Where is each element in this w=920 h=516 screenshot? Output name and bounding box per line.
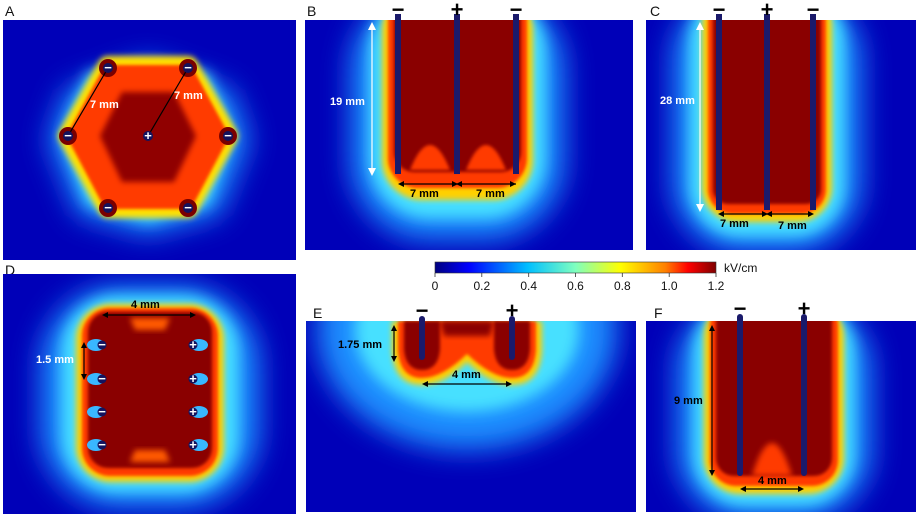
a-minus-sign: − <box>224 128 232 143</box>
d-minus-sign: − <box>98 437 106 452</box>
d-electrodes: − − − − + + + + <box>87 337 208 452</box>
c-electrode-left <box>716 14 722 210</box>
e-depth-label: 1.75 mm <box>338 339 382 351</box>
colorbar-tick: 0.6 <box>567 279 584 293</box>
panel-b-label: B <box>307 3 316 19</box>
e-electrode-negative <box>419 316 425 360</box>
panel-c: C − + − 28 mm 7 mm 7 mm <box>646 0 916 250</box>
colorbar-tick: 0.8 <box>614 279 631 293</box>
e-plus-sign: + <box>506 298 519 323</box>
a-electrodes: − − − − − − + <box>63 60 233 215</box>
d-minus-sign: − <box>98 371 106 386</box>
f-minus-sign: − <box>734 296 747 321</box>
f-depth-arrow <box>709 325 715 476</box>
b-spacing-label-left: 7 mm <box>410 188 439 200</box>
c-spacing-arrow <box>718 211 814 217</box>
a-plus-sign: + <box>144 128 152 143</box>
b-minus-sign: − <box>510 0 523 22</box>
a-spacing-line-left <box>67 67 109 137</box>
c-electrode-center <box>764 14 770 210</box>
colorbar-tick: 1.2 <box>708 279 725 293</box>
panel-f: F − + 9 mm 4 mm <box>646 296 916 512</box>
c-spacing-label-left: 7 mm <box>720 218 749 230</box>
a-spacing-label-right: 7 mm <box>174 90 203 102</box>
panel-c-label: C <box>650 3 660 19</box>
colorbar-tick: 1.0 <box>661 279 678 293</box>
d-plus-sign: + <box>189 404 197 419</box>
c-depth-label: 28 mm <box>660 95 695 107</box>
panel-b-field-map <box>305 20 633 250</box>
f-plus-sign: + <box>798 296 811 321</box>
b-depth-label: 19 mm <box>330 96 365 108</box>
d-pitch-arrow <box>81 342 87 380</box>
a-spacing-line-right <box>147 67 189 137</box>
c-minus-sign: − <box>807 0 820 22</box>
panel-e-field-map <box>306 321 636 512</box>
panel-f-label: F <box>654 305 663 321</box>
panel-e: E − + 1.75 mm 4 mm <box>306 298 636 512</box>
e-spacing-arrow <box>422 381 512 387</box>
d-minus-sign: − <box>98 404 106 419</box>
d-width-label: 4 mm <box>131 299 160 311</box>
e-spacing-label: 4 mm <box>452 369 481 381</box>
colorbar-gradient <box>434 261 717 274</box>
panel-a: A 7 mm 7 mm − − <box>3 3 296 260</box>
colorbar-unit: kV/cm <box>724 261 757 275</box>
colorbar: 0 0.2 0.4 0.6 0.8 1.0 1.2 kV/cm <box>432 261 758 293</box>
f-electrode-positive <box>801 314 807 476</box>
e-depth-arrow <box>391 325 397 362</box>
a-minus-sign: − <box>64 128 72 143</box>
f-depth-label: 9 mm <box>674 395 703 407</box>
b-minus-sign: − <box>392 0 405 22</box>
a-minus-sign: − <box>184 60 192 75</box>
c-plus-sign: + <box>761 0 774 22</box>
a-spacing-label-left: 7 mm <box>90 99 119 111</box>
e-electrode-positive <box>509 316 515 360</box>
f-spacing-label: 4 mm <box>758 475 787 487</box>
c-minus-sign: − <box>713 0 726 22</box>
b-depth-arrow <box>368 22 376 176</box>
b-electrode-right <box>513 14 519 174</box>
d-minus-sign: − <box>98 337 106 352</box>
a-minus-sign: − <box>104 200 112 215</box>
panel-d-label: D <box>5 262 15 278</box>
panel-d: D − − <box>3 262 296 514</box>
b-electrode-center <box>454 14 460 174</box>
colorbar-tick: 0 <box>432 279 439 293</box>
panel-e-label: E <box>313 305 322 321</box>
b-spacing-arrow <box>398 181 516 187</box>
a-minus-sign: − <box>104 60 112 75</box>
c-electrode-right <box>810 14 816 210</box>
b-spacing-label-right: 7 mm <box>476 188 505 200</box>
c-depth-arrow <box>696 22 704 212</box>
e-minus-sign: − <box>416 298 429 323</box>
colorbar-tick: 0.2 <box>473 279 490 293</box>
b-electrode-left <box>395 14 401 174</box>
panel-a-label: A <box>5 3 15 19</box>
d-plus-sign: + <box>189 437 197 452</box>
a-minus-sign: − <box>184 200 192 215</box>
b-plus-sign: + <box>451 0 464 22</box>
f-electrode-negative <box>737 314 743 476</box>
d-pitch-label: 1.5 mm <box>36 354 74 366</box>
d-plus-sign: + <box>189 371 197 386</box>
f-spacing-arrow <box>740 486 804 492</box>
d-plus-sign: + <box>189 337 197 352</box>
colorbar-tick: 0.4 <box>520 279 537 293</box>
c-spacing-label-right: 7 mm <box>778 220 807 232</box>
d-width-arrow <box>102 312 196 318</box>
panel-b: B − + − 19 mm 7 mm <box>305 0 633 250</box>
